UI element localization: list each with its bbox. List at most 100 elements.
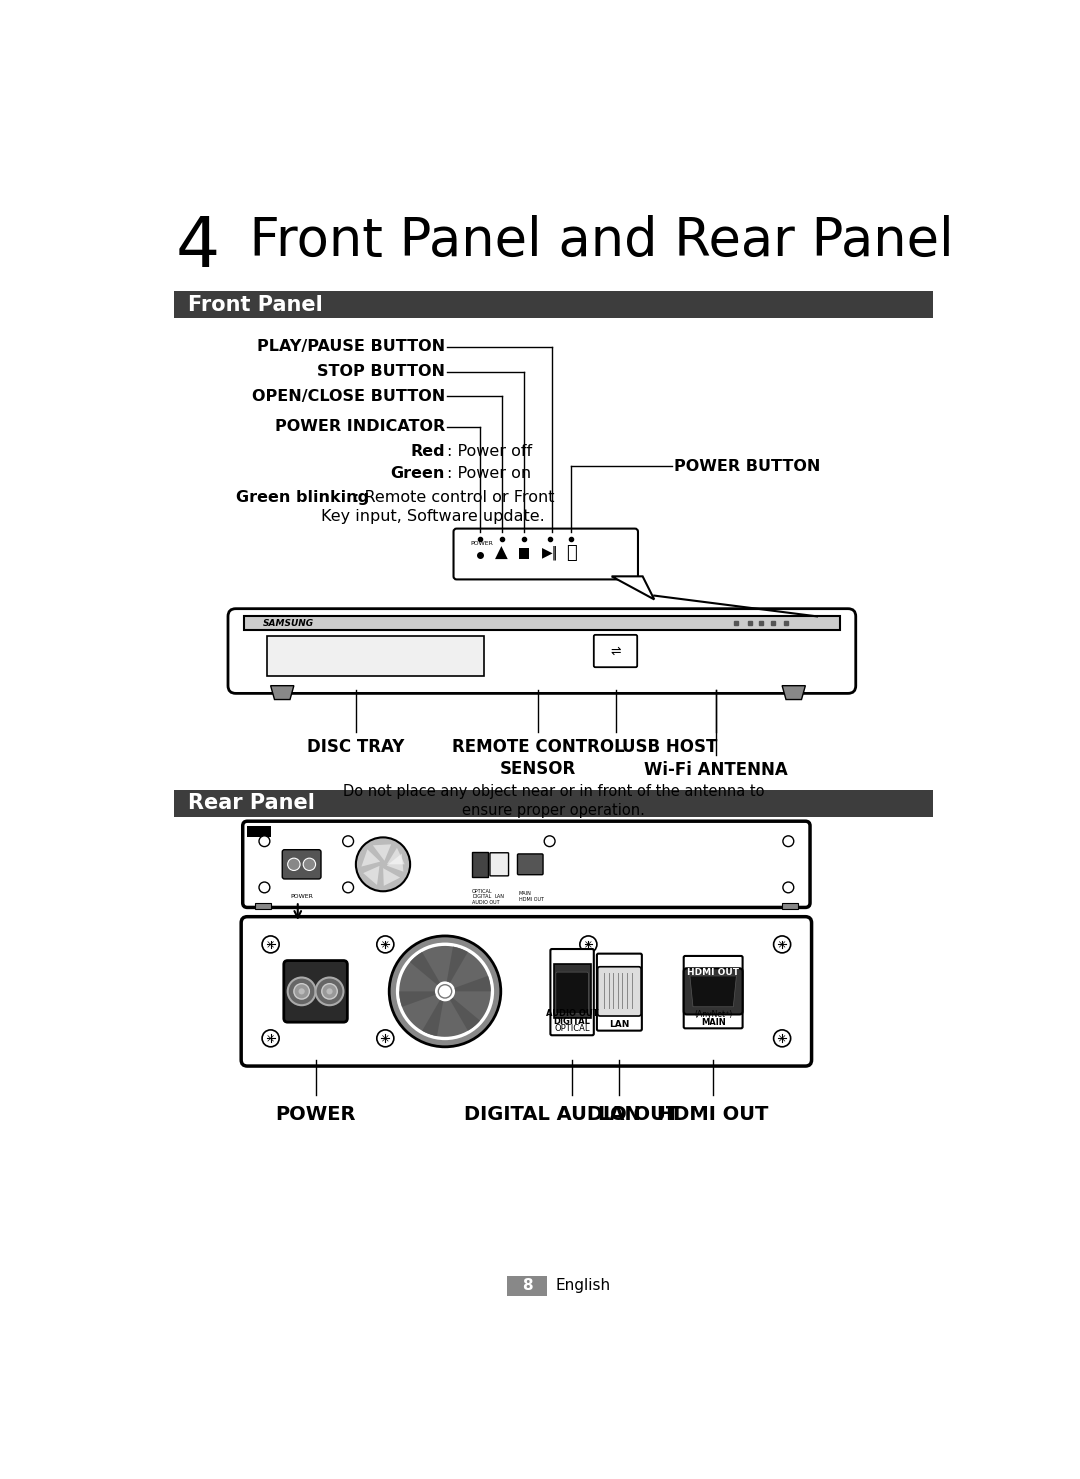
Circle shape xyxy=(326,988,333,994)
Bar xyxy=(472,852,488,877)
Bar xyxy=(554,964,591,1019)
Text: AUDIO OUT: AUDIO OUT xyxy=(545,1009,598,1018)
Polygon shape xyxy=(611,577,654,599)
Text: : Remote control or Front: : Remote control or Front xyxy=(353,490,554,504)
Text: ⏻: ⏻ xyxy=(566,544,577,562)
Text: Front Panel and Rear Panel: Front Panel and Rear Panel xyxy=(216,214,954,266)
Text: SAMSUNG: SAMSUNG xyxy=(262,618,314,627)
Text: PLAY/PAUSE BUTTON: PLAY/PAUSE BUTTON xyxy=(257,339,445,355)
Polygon shape xyxy=(362,849,380,867)
Circle shape xyxy=(315,978,343,1006)
Text: Green blinking: Green blinking xyxy=(235,490,369,504)
Text: POWER: POWER xyxy=(291,895,313,899)
FancyBboxPatch shape xyxy=(490,853,509,876)
Polygon shape xyxy=(363,865,379,884)
Circle shape xyxy=(287,978,315,1006)
Circle shape xyxy=(783,881,794,893)
Text: English: English xyxy=(555,1278,610,1293)
Bar xyxy=(243,617,840,630)
Polygon shape xyxy=(373,845,391,861)
Text: |: | xyxy=(553,546,557,561)
Circle shape xyxy=(342,836,353,846)
Circle shape xyxy=(342,881,353,893)
Bar xyxy=(255,902,271,910)
Text: OPEN/CLOSE BUTTON: OPEN/CLOSE BUTTON xyxy=(252,389,445,404)
Circle shape xyxy=(294,984,309,1000)
Bar xyxy=(507,1275,548,1296)
FancyBboxPatch shape xyxy=(597,967,642,1016)
Circle shape xyxy=(322,984,337,1000)
FancyBboxPatch shape xyxy=(284,960,348,1022)
Bar xyxy=(174,291,933,318)
Text: MAIN: MAIN xyxy=(701,1018,726,1026)
Circle shape xyxy=(783,836,794,846)
Text: ⇌: ⇌ xyxy=(610,645,621,658)
Text: Do not place any object near or in front of the antenna to: Do not place any object near or in front… xyxy=(342,784,765,799)
Polygon shape xyxy=(400,991,443,1037)
Text: Wi-Fi ANTENNA: Wi-Fi ANTENNA xyxy=(645,762,788,779)
Circle shape xyxy=(773,936,791,952)
Text: POWER: POWER xyxy=(275,1105,355,1124)
Text: Red: Red xyxy=(410,444,445,458)
FancyBboxPatch shape xyxy=(282,850,321,879)
FancyBboxPatch shape xyxy=(597,954,642,1031)
Circle shape xyxy=(389,936,501,1047)
Text: POWER INDICATOR: POWER INDICATOR xyxy=(274,420,445,435)
Polygon shape xyxy=(447,947,490,991)
Polygon shape xyxy=(690,976,737,1007)
Bar xyxy=(247,825,271,837)
Bar xyxy=(782,902,798,910)
Polygon shape xyxy=(387,853,404,871)
Circle shape xyxy=(262,936,279,952)
Text: OPTICAL
DIGITAL
AUDIO OUT: OPTICAL DIGITAL AUDIO OUT xyxy=(472,889,500,905)
Text: DIGITAL: DIGITAL xyxy=(554,1016,591,1026)
Text: Front Panel: Front Panel xyxy=(188,294,323,315)
Text: Key input, Software update.: Key input, Software update. xyxy=(321,509,544,524)
Polygon shape xyxy=(410,947,468,985)
Circle shape xyxy=(298,988,305,994)
Bar xyxy=(267,636,484,676)
Circle shape xyxy=(580,936,597,952)
Text: USB HOST: USB HOST xyxy=(622,738,717,756)
Text: MAIN
HDMI OUT: MAIN HDMI OUT xyxy=(518,892,543,902)
Text: : Power on: : Power on xyxy=(446,466,530,481)
Circle shape xyxy=(259,881,270,893)
Text: ▲: ▲ xyxy=(496,544,508,562)
Text: HDMI OUT: HDMI OUT xyxy=(687,969,739,978)
Text: Rear Panel: Rear Panel xyxy=(188,794,314,813)
Circle shape xyxy=(544,836,555,846)
Bar xyxy=(174,790,933,816)
FancyBboxPatch shape xyxy=(551,950,594,1035)
Circle shape xyxy=(377,1029,394,1047)
Text: ▶|: ▶| xyxy=(542,546,557,561)
Text: 4: 4 xyxy=(175,214,219,281)
Polygon shape xyxy=(383,868,400,886)
Polygon shape xyxy=(422,998,480,1037)
Circle shape xyxy=(377,936,394,952)
FancyBboxPatch shape xyxy=(684,955,743,1028)
Text: STOP BUTTON: STOP BUTTON xyxy=(318,364,445,379)
Polygon shape xyxy=(782,686,806,700)
Bar xyxy=(518,547,529,559)
Text: Green: Green xyxy=(391,466,445,481)
Circle shape xyxy=(773,1029,791,1047)
Circle shape xyxy=(396,942,495,1040)
Text: POWER: POWER xyxy=(471,541,494,546)
Circle shape xyxy=(356,837,410,892)
Circle shape xyxy=(303,858,315,871)
Text: : Power off: : Power off xyxy=(446,444,531,458)
Circle shape xyxy=(438,985,451,998)
Text: LAN: LAN xyxy=(597,1105,642,1124)
Circle shape xyxy=(287,858,300,871)
Text: DIGITAL AUDIO OUT: DIGITAL AUDIO OUT xyxy=(464,1105,679,1124)
Text: OPTICAL: OPTICAL xyxy=(554,1025,590,1034)
FancyBboxPatch shape xyxy=(241,917,811,1066)
Polygon shape xyxy=(450,976,490,1031)
FancyBboxPatch shape xyxy=(454,528,638,580)
Circle shape xyxy=(262,1029,279,1047)
Circle shape xyxy=(259,836,270,846)
FancyBboxPatch shape xyxy=(556,972,589,1013)
Text: HDMI OUT: HDMI OUT xyxy=(658,1105,769,1124)
Text: LAN: LAN xyxy=(495,895,504,899)
Text: POWER: POWER xyxy=(296,1044,336,1055)
